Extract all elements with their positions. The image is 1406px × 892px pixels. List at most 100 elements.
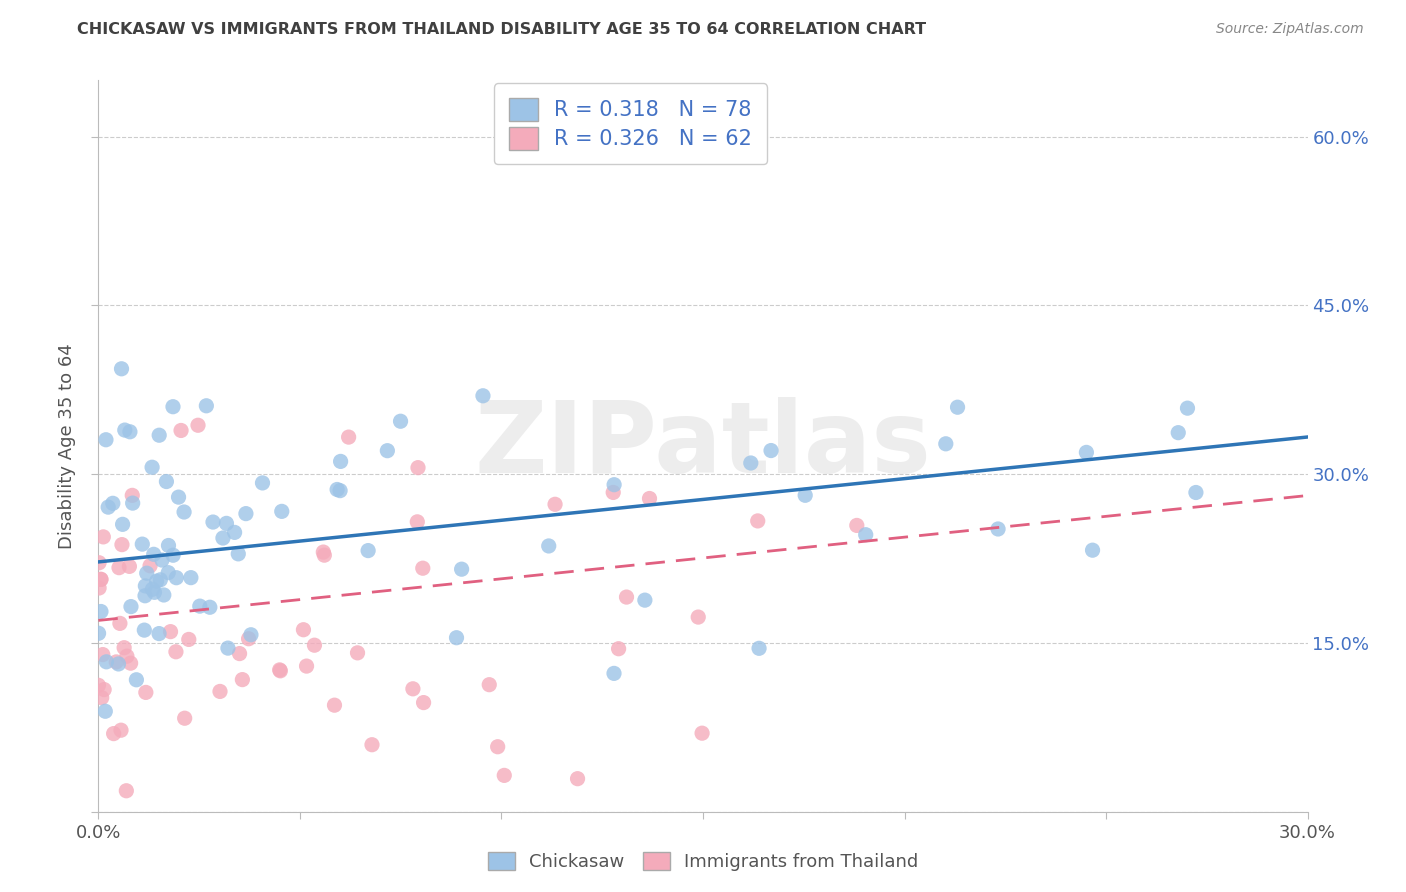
Point <box>747 514 769 528</box>
Point <box>90 572 112 586</box>
Point <box>141 460 163 475</box>
Point <box>134 623 156 637</box>
Point <box>224 525 246 540</box>
Point <box>125 673 148 687</box>
Point <box>101 496 124 510</box>
Point <box>177 632 200 647</box>
Point <box>329 483 352 498</box>
Point <box>134 589 156 603</box>
Point <box>96 655 118 669</box>
Point <box>252 475 274 490</box>
Point <box>239 628 262 642</box>
Point <box>603 477 626 491</box>
Point <box>115 783 138 797</box>
Point <box>794 488 817 502</box>
Point <box>90 573 112 587</box>
Point <box>323 698 346 713</box>
Text: CHICKASAW VS IMMIGRANTS FROM THAILAND DISABILITY AGE 35 TO 64 CORRELATION CHART: CHICKASAW VS IMMIGRANTS FROM THAILAND DI… <box>77 22 927 37</box>
Point <box>143 585 166 599</box>
Point <box>1081 543 1104 558</box>
Point <box>212 531 235 545</box>
Point <box>170 424 193 438</box>
Point <box>187 418 209 433</box>
Point <box>94 704 117 718</box>
Point <box>486 739 509 754</box>
Point <box>108 560 131 574</box>
Point <box>326 483 349 497</box>
Point <box>935 437 957 451</box>
Point <box>1177 401 1199 416</box>
Point <box>135 685 157 699</box>
Point <box>118 425 141 439</box>
Point <box>748 641 770 656</box>
Point <box>111 517 134 532</box>
Point <box>228 647 250 661</box>
Point <box>638 491 661 506</box>
Point <box>135 566 157 581</box>
Point <box>141 582 163 597</box>
Point <box>634 593 657 607</box>
Point <box>845 518 868 533</box>
Point <box>148 428 170 442</box>
Point <box>314 548 336 562</box>
Point <box>690 726 713 740</box>
Point <box>108 616 131 631</box>
Point <box>93 682 115 697</box>
Point <box>157 539 180 553</box>
Point <box>120 599 142 614</box>
Point <box>90 605 112 619</box>
Point <box>153 588 176 602</box>
Point <box>115 649 138 664</box>
Point <box>148 626 170 640</box>
Point <box>471 389 494 403</box>
Point <box>145 574 167 589</box>
Point <box>195 399 218 413</box>
Point <box>159 624 181 639</box>
Point <box>167 490 190 504</box>
Point <box>1076 445 1098 459</box>
Point <box>87 581 110 595</box>
Point <box>94 433 117 447</box>
Point <box>406 515 429 529</box>
Point <box>478 678 501 692</box>
Point <box>105 655 128 669</box>
Point <box>139 558 162 573</box>
Y-axis label: Disability Age 35 to 64: Disability Age 35 to 64 <box>58 343 76 549</box>
Point <box>131 537 153 551</box>
Legend: Chickasaw, Immigrants from Thailand: Chickasaw, Immigrants from Thailand <box>481 845 925 879</box>
Point <box>107 657 129 671</box>
Point <box>215 516 238 531</box>
Point <box>226 547 249 561</box>
Point <box>198 600 221 615</box>
Text: ZIPatlas: ZIPatlas <box>475 398 931 494</box>
Point <box>87 678 110 692</box>
Point <box>157 566 180 580</box>
Point <box>855 527 877 541</box>
Point <box>173 505 195 519</box>
Point <box>118 559 141 574</box>
Point <box>946 401 969 415</box>
Point <box>91 530 114 544</box>
Point <box>412 561 434 575</box>
Point <box>607 641 630 656</box>
Point <box>162 400 184 414</box>
Point <box>97 500 120 515</box>
Point <box>162 548 184 562</box>
Point <box>149 573 172 587</box>
Point <box>111 538 134 552</box>
Point <box>208 684 231 698</box>
Point <box>346 646 368 660</box>
Point <box>121 488 143 502</box>
Point <box>90 690 112 705</box>
Point <box>357 543 380 558</box>
Point <box>231 673 253 687</box>
Point <box>188 599 211 614</box>
Point <box>91 648 114 662</box>
Point <box>269 663 291 677</box>
Point <box>110 361 132 376</box>
Point <box>270 504 292 518</box>
Point <box>759 443 782 458</box>
Point <box>150 553 173 567</box>
Point <box>537 539 560 553</box>
Point <box>165 571 187 585</box>
